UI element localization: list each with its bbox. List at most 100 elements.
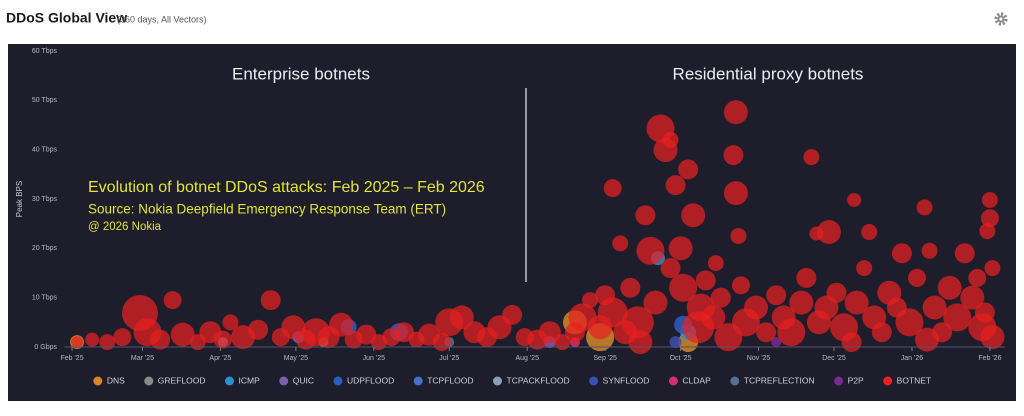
y-tick-label: 50 Tbps <box>32 97 58 104</box>
x-tick-label: Jul '25 <box>439 355 459 362</box>
bubble <box>99 334 116 351</box>
legend-item: TCPACKFLOOD <box>492 375 570 387</box>
x-tick-label: Feb '26 <box>978 355 1001 362</box>
annotation: Residential proxy botnets <box>673 64 864 83</box>
legend-label: ICMP <box>238 375 260 385</box>
bubble <box>731 276 750 295</box>
bubble <box>329 312 354 337</box>
bubble <box>701 305 726 330</box>
x-tick-label: Aug '25 <box>515 355 539 362</box>
bubble <box>150 329 171 350</box>
x-tick-label: Dec '25 <box>822 355 846 362</box>
annotation: @ 2026 Nokia <box>88 221 162 233</box>
bubble <box>582 292 599 309</box>
bubble <box>612 235 629 252</box>
legend-swatch <box>143 375 155 387</box>
bubble <box>669 336 682 349</box>
y-tick-label: 0 Gbps <box>34 344 57 351</box>
legend-item: TCPFLOOD <box>412 375 474 387</box>
bubble <box>707 255 724 272</box>
x-tick-label: Sep '25 <box>593 355 617 362</box>
legend-item: QUIC <box>278 375 314 387</box>
bubble <box>635 205 656 226</box>
legend-label: TCPACKFLOOD <box>507 375 570 385</box>
legend-swatch <box>729 375 741 387</box>
bubble <box>723 145 744 166</box>
bubble <box>643 290 668 315</box>
legend-item: ICMP <box>223 375 260 387</box>
panel-title: DDoS Global View <box>6 10 127 26</box>
legend-label: QUIC <box>293 375 314 385</box>
bubble-series <box>71 100 1005 355</box>
bubble <box>847 192 862 207</box>
panel-subtitle: (360 days, All Vectors) <box>117 14 207 24</box>
bubble <box>502 304 523 325</box>
legend-label: DNS <box>107 375 125 385</box>
legend-swatch <box>492 375 504 387</box>
bubble <box>968 268 987 287</box>
legend-item: SYNFLOOD <box>588 375 650 387</box>
legend-item: CLDAP <box>667 375 711 387</box>
bubble <box>85 332 100 347</box>
bubble <box>603 179 622 198</box>
legend-swatch <box>332 375 344 387</box>
gear-teeth[interactable] <box>994 12 1008 26</box>
bubble <box>222 314 239 331</box>
bubble <box>937 275 962 300</box>
bubble <box>796 267 817 288</box>
y-tick-label: 10 Tbps <box>32 295 58 302</box>
y-tick-label: 20 Tbps <box>32 245 58 252</box>
bubble <box>777 318 806 347</box>
legend-item: UDPFLOOD <box>332 375 394 387</box>
bubble <box>213 330 232 349</box>
y-tick-label: 40 Tbps <box>32 147 58 154</box>
bubble <box>891 243 912 264</box>
gear-hole[interactable] <box>999 17 1003 21</box>
bubble <box>921 242 938 259</box>
bubble <box>980 209 999 228</box>
x-tick-label: Mar '25 <box>131 355 154 362</box>
bubble <box>723 100 748 125</box>
bubble <box>981 191 998 208</box>
y-tick-label: 30 Tbps <box>32 196 58 203</box>
bubble <box>954 243 975 264</box>
legend-label: SYNFLOOD <box>603 375 650 385</box>
bubble <box>170 322 195 347</box>
bubble <box>662 131 679 148</box>
bubble <box>771 337 782 348</box>
legend-label: TCPREFLECTION <box>744 375 815 385</box>
legend-item: DNS <box>92 375 125 387</box>
bubble <box>248 319 269 340</box>
x-tick-label: May '25 <box>284 355 308 362</box>
bubble <box>710 287 731 308</box>
bubble-series <box>771 337 782 348</box>
annotation: Enterprise botnets <box>232 64 370 83</box>
bubble <box>668 236 693 261</box>
bubble <box>826 282 847 303</box>
bubble <box>113 328 132 347</box>
x-tick-label: Apr '25 <box>209 355 231 362</box>
legend-label: CLDAP <box>682 375 711 385</box>
x-tick-label: Jan '26 <box>901 355 923 362</box>
bubble <box>922 295 947 320</box>
bubble <box>620 277 641 298</box>
plot-area <box>70 100 1005 355</box>
settings-gear[interactable] <box>994 12 1008 26</box>
bubble <box>943 303 972 332</box>
bubble <box>816 220 841 245</box>
bubble <box>984 260 1001 277</box>
bubble <box>915 327 940 352</box>
bubble <box>916 199 933 216</box>
bubble <box>628 330 653 355</box>
bubble <box>71 336 84 349</box>
bubble <box>621 306 654 339</box>
legend-label: GREFLOOD <box>158 375 206 385</box>
legend-item: BOTNET <box>882 375 931 387</box>
bubble <box>730 228 747 244</box>
legend-swatch <box>278 375 290 387</box>
bubble <box>803 149 820 166</box>
bubble <box>871 322 892 343</box>
legend-swatch <box>92 375 104 387</box>
legend-swatch <box>223 375 235 387</box>
x-tick-label: Jun '25 <box>363 355 385 362</box>
